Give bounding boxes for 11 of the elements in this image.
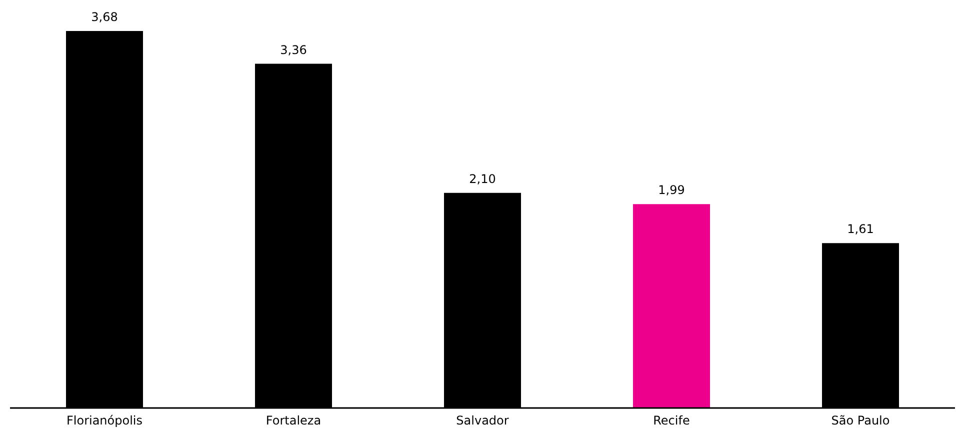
- x-tick-label: Fortaleza: [266, 414, 322, 428]
- x-tick-label: São Paulo: [831, 414, 890, 428]
- x-tick-label: Recife: [653, 414, 690, 428]
- bar: [633, 204, 710, 408]
- x-tick-label: Salvador: [456, 414, 509, 428]
- x-tick-label: Florianópolis: [66, 414, 143, 428]
- data-label: 1,99: [658, 183, 685, 198]
- data-label: 2,10: [469, 172, 496, 186]
- data-label: 3,36: [280, 42, 307, 57]
- data-label: 3,68: [91, 10, 118, 24]
- data-label: 1,61: [847, 222, 874, 236]
